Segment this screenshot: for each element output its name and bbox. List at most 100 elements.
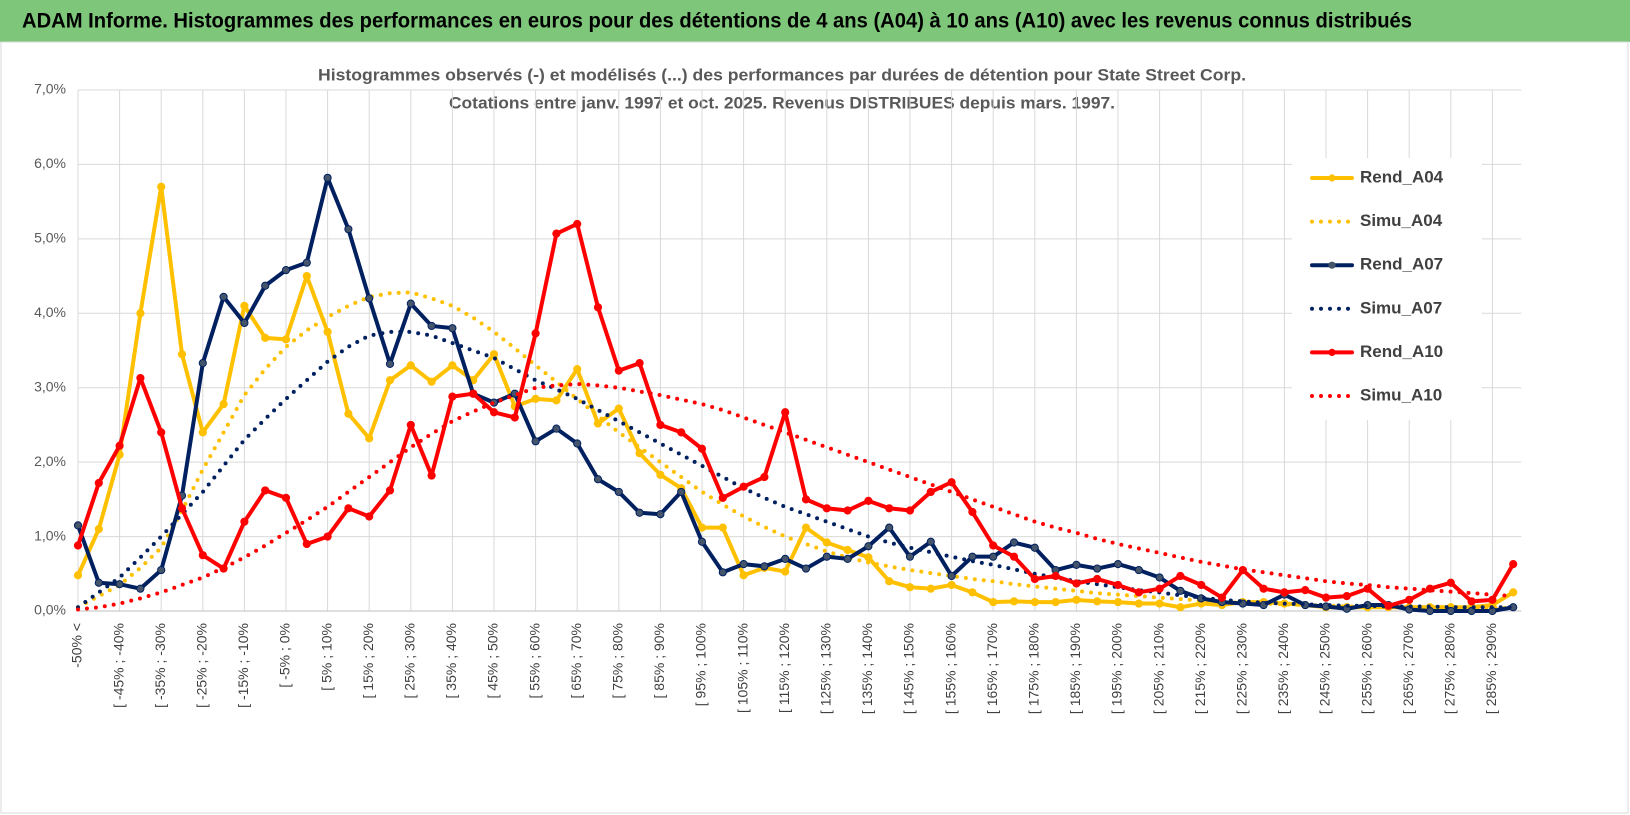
data-point — [531, 394, 540, 403]
x-tick-label: [ -15% ; -10% — [235, 623, 251, 708]
x-tick-label: [ 115% ; 120% — [776, 623, 792, 713]
y-tick-label: 6,0% — [34, 155, 66, 171]
x-tick-label: [ 5% ; 10% — [318, 623, 334, 691]
data-point — [281, 335, 291, 344]
data-point — [885, 523, 894, 532]
data-point — [177, 504, 187, 513]
data-point — [864, 553, 873, 562]
data-point — [1342, 592, 1351, 601]
data-point — [573, 365, 582, 374]
data-point — [1176, 571, 1185, 581]
y-tick-label: 5,0% — [34, 230, 66, 246]
data-point — [1113, 580, 1123, 590]
data-point — [739, 482, 748, 491]
data-point — [261, 486, 270, 495]
data-point — [697, 537, 707, 546]
data-point — [593, 475, 603, 484]
data-point — [1301, 586, 1310, 595]
data-point — [344, 504, 353, 513]
data-point — [136, 309, 145, 318]
x-tick-label: [ 145% ; 150% — [901, 623, 917, 714]
x-tick-label: [ 95% ; 100% — [693, 623, 709, 706]
data-point — [801, 495, 811, 504]
data-point — [448, 361, 457, 370]
data-point — [989, 552, 998, 561]
y-tick-label: 3,0% — [34, 378, 66, 394]
x-tick-label: [ 215% ; 220% — [1192, 623, 1208, 714]
header-bar — [0, 0, 1630, 42]
data-point — [365, 512, 374, 521]
data-point — [1197, 580, 1206, 590]
data-point — [157, 428, 166, 437]
data-point — [1467, 597, 1476, 606]
data-point — [1030, 597, 1039, 607]
legend-marker — [1328, 348, 1336, 356]
data-point — [718, 523, 727, 532]
x-tick-label: [ 205% ; 210% — [1150, 623, 1166, 714]
data-point — [344, 225, 353, 234]
x-tick-label: [ 55% ; 60% — [526, 623, 542, 699]
data-point — [947, 571, 956, 581]
data-point — [1113, 597, 1123, 607]
data-point — [739, 560, 748, 569]
x-tick-label: [ 125% ; 130% — [818, 623, 834, 714]
data-point — [136, 373, 145, 383]
data-point — [1134, 588, 1143, 597]
data-point — [73, 571, 83, 580]
data-point — [864, 496, 873, 505]
data-point — [926, 487, 935, 497]
data-point — [760, 562, 769, 571]
data-point — [489, 408, 499, 417]
data-point — [593, 419, 603, 428]
x-tick-label: [ 245% ; 250% — [1317, 623, 1333, 714]
data-point — [406, 420, 415, 430]
data-point — [822, 552, 831, 561]
x-tick-label: [ 195% ; 200% — [1109, 623, 1125, 714]
data-point — [281, 493, 291, 502]
series-line — [76, 175, 1514, 613]
data-point — [781, 567, 790, 576]
data-point — [302, 258, 311, 267]
data-point — [406, 361, 415, 370]
data-point — [801, 523, 811, 532]
legend-label: Simu_A07 — [1360, 298, 1442, 317]
x-tick-label: [ -25% ; -20% — [194, 623, 210, 708]
data-point — [1009, 552, 1019, 561]
data-point — [427, 377, 436, 386]
x-tick-label: [ 225% ; 230% — [1234, 623, 1250, 714]
data-point — [1093, 574, 1102, 584]
data-point — [656, 420, 665, 430]
data-point — [968, 507, 977, 517]
x-tick-label: [ -5% ; 0% — [277, 623, 293, 688]
data-point — [1093, 597, 1102, 606]
data-point — [1155, 599, 1164, 608]
data-point — [261, 333, 270, 342]
series-line — [76, 221, 1515, 608]
data-point — [240, 318, 249, 328]
data-point — [1030, 543, 1039, 552]
data-point — [1446, 606, 1455, 616]
data-point — [448, 324, 457, 333]
data-point — [94, 478, 103, 488]
data-point — [947, 580, 956, 590]
chart-title: Histogrammes observés (-) et modélisés (… — [318, 65, 1246, 84]
data-point — [905, 506, 915, 515]
data-point — [843, 506, 852, 515]
y-tick-label: 2,0% — [34, 453, 66, 469]
data-point — [219, 292, 228, 302]
data-point — [1113, 560, 1123, 569]
header-title: ADAM Informe. Histogrammes des performan… — [22, 10, 1412, 33]
data-point — [968, 588, 977, 597]
data-point — [94, 578, 103, 587]
data-point — [1072, 560, 1081, 569]
data-point — [989, 541, 998, 550]
data-point — [198, 551, 207, 560]
data-point — [510, 413, 519, 422]
data-point — [365, 294, 374, 303]
data-point — [905, 583, 915, 592]
x-tick-label: [ 105% ; 110% — [734, 623, 750, 713]
x-tick-label: [ 75% ; 80% — [610, 623, 626, 699]
data-point — [94, 525, 103, 534]
data-point — [926, 537, 935, 546]
